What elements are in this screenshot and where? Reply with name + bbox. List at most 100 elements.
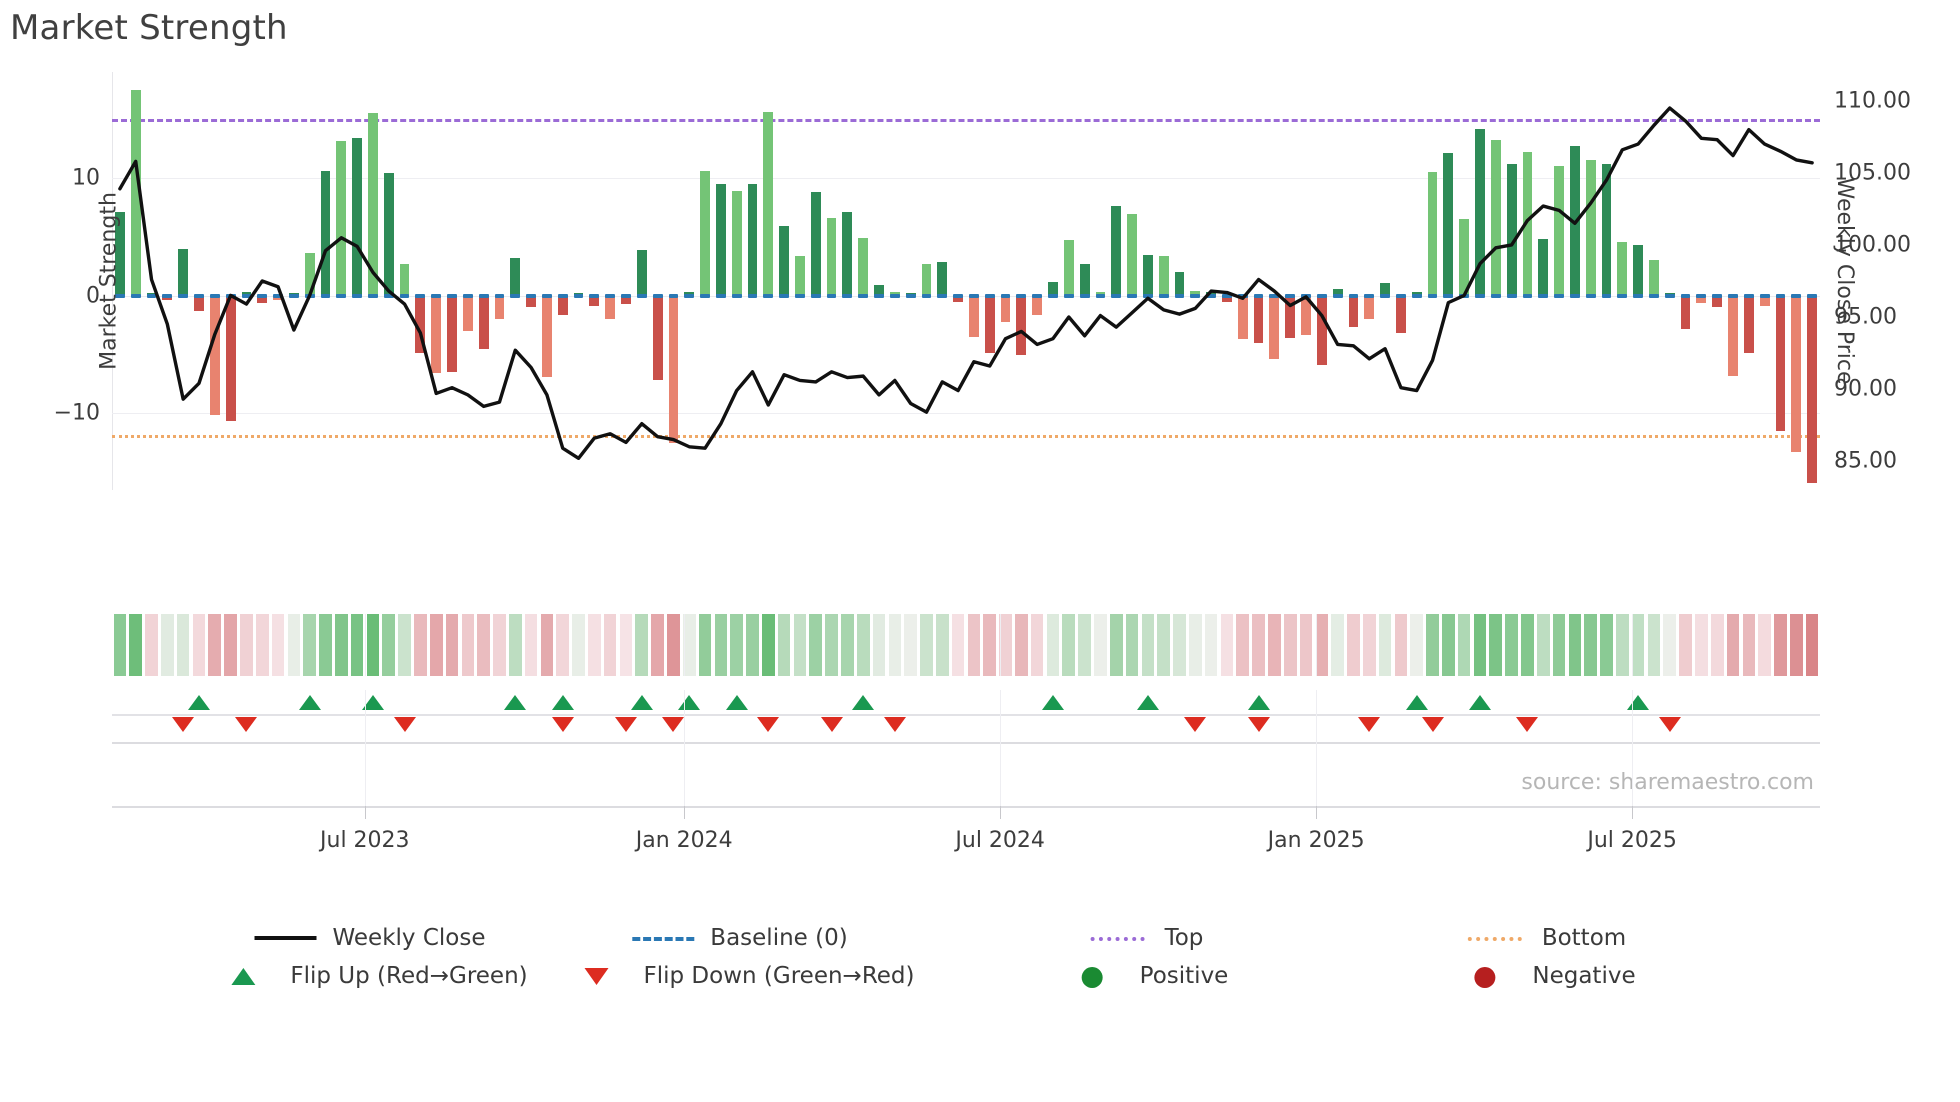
flip-up-marker xyxy=(1136,695,1159,710)
main-chart-panel: 10 0 −10 110.00 105.00 100.00 95.00 90.00 85.00… xyxy=(54,72,1911,490)
left-axis-label: Market Strength xyxy=(96,192,122,370)
baseline-tick xyxy=(605,293,616,298)
heatmap-cell xyxy=(1505,614,1518,676)
flip-down-marker xyxy=(551,717,574,732)
heatmap-cell xyxy=(1030,614,1044,676)
bar xyxy=(636,249,647,296)
baseline-tick xyxy=(1142,293,1153,298)
legend-item[interactable]: Bottom xyxy=(1464,925,1626,951)
heatmap-cell xyxy=(1315,614,1329,676)
baseline-tick xyxy=(447,293,457,298)
weekly-close-polyline xyxy=(118,106,1814,460)
baseline-tick xyxy=(1158,293,1169,298)
footer-line-top xyxy=(112,742,1820,744)
bar xyxy=(1538,239,1549,296)
legend-item[interactable]: Weekly Close xyxy=(254,925,486,951)
flip-down-marker xyxy=(1421,717,1444,732)
reference-line-top xyxy=(112,119,1820,123)
bar xyxy=(130,89,141,296)
bar xyxy=(715,183,726,296)
legend-item[interactable]: Top xyxy=(1087,925,1203,951)
bar xyxy=(1016,295,1027,355)
baseline-tick xyxy=(1712,293,1723,298)
bar xyxy=(304,253,315,296)
bar xyxy=(969,295,979,337)
bar xyxy=(1364,295,1375,320)
legend-item[interactable]: Positive xyxy=(1062,963,1228,989)
bar xyxy=(1316,295,1327,366)
bar xyxy=(1380,282,1390,296)
baseline-tick xyxy=(747,293,758,298)
heatmap-cell xyxy=(192,614,206,676)
left-tick-label: −10 xyxy=(53,400,100,426)
bar xyxy=(937,261,948,296)
baseline-tick xyxy=(257,293,268,298)
bar xyxy=(209,295,220,415)
heatmap-cell xyxy=(761,614,775,676)
bar xyxy=(542,295,552,377)
bar xyxy=(194,295,204,311)
bar xyxy=(747,183,758,296)
bar xyxy=(1775,295,1786,432)
panel-vertical-tick xyxy=(1632,740,1634,806)
heatmap-cell xyxy=(1473,614,1487,676)
heatmap-cell xyxy=(1600,614,1613,676)
heatmap-cell xyxy=(825,614,838,676)
baseline-tick xyxy=(1585,293,1596,298)
baseline-tick xyxy=(1411,293,1422,298)
right-axis-label: Weekly Close Price xyxy=(1832,177,1857,385)
legend-item[interactable]: Flip Up (Red→Green) xyxy=(212,963,528,989)
heatmap-cell xyxy=(1094,614,1107,676)
heatmap-cell xyxy=(113,614,127,676)
baseline-tick xyxy=(146,293,157,298)
bar xyxy=(1285,295,1296,339)
heatmap-cell xyxy=(176,614,190,676)
baseline-tick xyxy=(953,293,963,298)
bar xyxy=(1048,281,1058,296)
bar xyxy=(1601,163,1612,296)
baseline-tick xyxy=(494,293,505,298)
baseline-tick xyxy=(1490,293,1501,298)
legend-key-triangle-up-green-icon xyxy=(212,965,274,987)
baseline-tick xyxy=(478,293,489,298)
heatmap-cell xyxy=(714,614,728,676)
bar xyxy=(589,295,600,307)
heatmap-cell xyxy=(350,614,364,676)
heatmap-cell xyxy=(1299,614,1313,676)
legend-item[interactable]: Flip Down (Green→Red) xyxy=(566,963,914,989)
bar xyxy=(652,295,663,381)
panel-vertical-tick xyxy=(684,614,686,676)
flip-up-marker xyxy=(504,695,527,710)
legend-key-line-dotted-purple-icon xyxy=(1087,927,1149,949)
bar xyxy=(352,137,363,296)
baseline-tick xyxy=(652,293,663,298)
flip-up-marker xyxy=(298,695,321,710)
heatmap-cell xyxy=(224,614,237,676)
baseline-tick xyxy=(462,293,473,298)
heatmap-cell xyxy=(382,614,396,676)
baseline-tick xyxy=(731,293,742,298)
baseline-tick xyxy=(1079,293,1090,298)
baseline-tick xyxy=(1348,293,1359,298)
heatmap-cell xyxy=(1663,614,1677,676)
flip-up-marker xyxy=(1468,695,1491,710)
baseline-tick xyxy=(1269,293,1280,298)
legend-item[interactable]: Negative xyxy=(1454,963,1636,989)
legend-label: Weekly Close xyxy=(332,925,486,951)
heatmap-cell xyxy=(1410,614,1424,676)
heatmap-cell xyxy=(872,614,886,676)
bar xyxy=(115,212,125,296)
heatmap-cell xyxy=(951,614,965,676)
flip-down-marker xyxy=(614,717,637,732)
bar xyxy=(1554,166,1564,296)
heatmap-cell xyxy=(1457,614,1471,676)
heatmap-cell xyxy=(508,614,522,676)
baseline-tick xyxy=(1807,293,1817,298)
baseline-tick xyxy=(130,293,141,298)
gridline-10 xyxy=(112,177,1820,179)
right-tick-label: 85.00 xyxy=(1834,448,1897,474)
heatmap-cell xyxy=(841,614,854,676)
bar xyxy=(1459,219,1470,296)
heatmap-cell xyxy=(856,614,870,676)
legend-item[interactable]: Baseline (0) xyxy=(632,925,848,951)
